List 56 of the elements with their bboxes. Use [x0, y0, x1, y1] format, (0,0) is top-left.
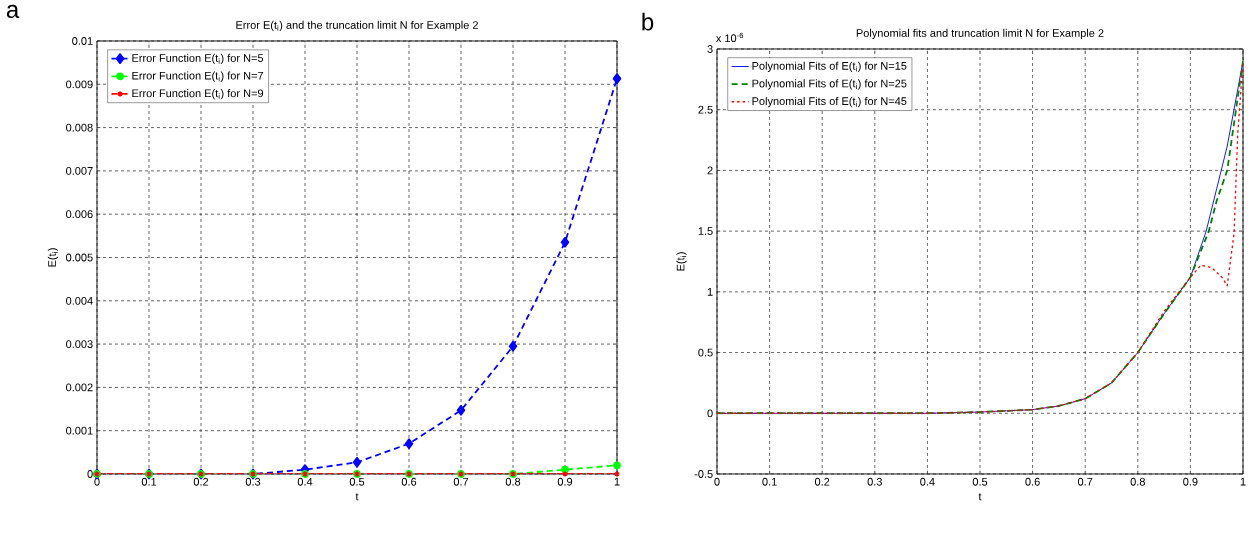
x-tick-label: 0.5 — [349, 477, 365, 486]
legend-label: Polynomial Fits of E(t$_{i}$) for N=15 — [752, 61, 907, 72]
x-tick-label: 0.8 — [1130, 477, 1145, 486]
y-tick-label: 0.006 — [66, 210, 93, 219]
y-tick-label: 0.004 — [66, 296, 93, 305]
text: x 10$^{-6}$ — [716, 32, 744, 43]
y-axis-title: E(t$_{i}$) — [47, 248, 59, 267]
x-tick-label: 0.2 — [193, 477, 209, 486]
y-tick-label: 0.005 — [66, 253, 93, 262]
x-tick-label: 0.6 — [401, 477, 417, 486]
chart-title: Error E(t$_{i}$) and the truncation limit N for Example 2 — [236, 20, 478, 32]
x-tick-label: 0.4 — [297, 477, 313, 486]
x-tick-label: 0.5 — [972, 477, 988, 486]
text: a — [6, 4, 20, 18]
legend-label: Error Function E(t$_{i}$) for N=7 — [132, 71, 264, 82]
y-tick-label: 0.008 — [66, 123, 93, 132]
chart-title: Polynomial fits and truncation limit N for Example 2 — [856, 28, 1104, 40]
y-tick-label: 0.5 — [698, 348, 713, 357]
y-tick-label: 0.009 — [66, 80, 93, 89]
y-tick-label: 0 — [707, 409, 713, 418]
y-tick-label: 3 — [707, 45, 713, 53]
x-tick-label: 0.3 — [245, 477, 261, 486]
legend-label: Error Function E(t$_{i}$) for N=9 — [132, 89, 264, 100]
text: b — [642, 12, 654, 31]
y-tick-label: -0.5 — [694, 470, 713, 478]
y-tick-label: 0.002 — [66, 383, 93, 392]
x-tick-label: 0.7 — [1077, 477, 1093, 486]
y-tick-label: 0.007 — [66, 167, 93, 175]
y-axis-title: E(t$_{i}$) — [676, 252, 687, 271]
x-tick-label: 0.2 — [814, 477, 830, 486]
legend-label: Polynomial Fits of E(t$_{i}$) for N=45 — [752, 96, 907, 108]
x-tick-label: 1 — [614, 477, 620, 486]
x-axis-title: t — [355, 493, 359, 501]
y-tick-label: 2 — [707, 166, 713, 175]
legend-label: Polynomial Fits of E(t$_{i}$) for N=25 — [752, 79, 907, 90]
x-tick-label: 0.1 — [762, 477, 777, 486]
x-tick-label: 0 — [714, 477, 720, 486]
y-tick-label: 0.003 — [66, 340, 93, 348]
x-axis-title: t — [978, 493, 982, 501]
y-tick-label: 0.001 — [66, 426, 93, 435]
x-tick-label: 0.9 — [557, 477, 573, 486]
y-tick-label: 1.5 — [698, 227, 713, 235]
x-tick-label: 0.9 — [1183, 477, 1198, 486]
x-tick-label: 0 — [94, 477, 100, 486]
y-tick-label: 2.5 — [698, 105, 713, 114]
x-tick-label: 1 — [1240, 477, 1246, 486]
x-tick-label: 0.7 — [453, 477, 469, 486]
x-tick-label: 0.1 — [141, 477, 157, 486]
x-tick-label: 0.6 — [1025, 477, 1040, 486]
x-tick-label: 0.4 — [920, 477, 935, 486]
x-tick-label: 0.8 — [505, 477, 521, 486]
x-tick-label: 0.3 — [867, 477, 882, 486]
legend-label: Error Function E(t$_{i}$) for N=5 — [132, 53, 264, 65]
y-tick-label: 0.01 — [72, 37, 93, 45]
y-tick-label: 1 — [707, 288, 713, 296]
y-tick-label: 0 — [87, 470, 93, 478]
